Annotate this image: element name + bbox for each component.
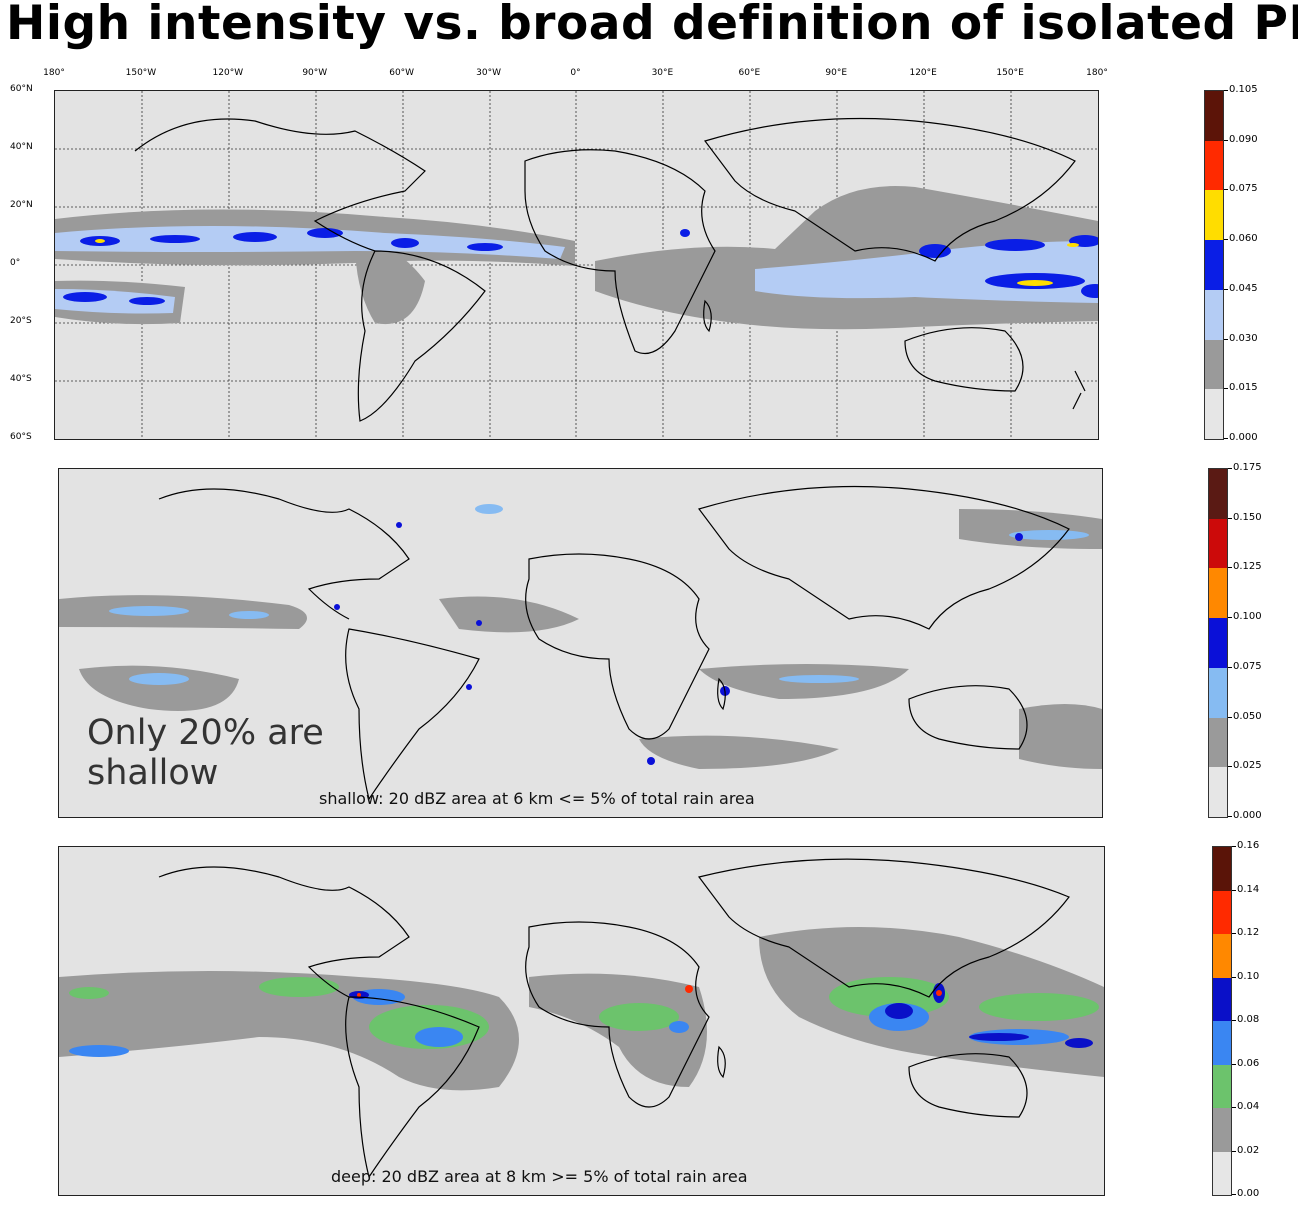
colorbar-segment — [1213, 934, 1231, 978]
colorbar-segment — [1209, 518, 1227, 569]
colorbar-tick-label: 0.075 — [1228, 660, 1262, 672]
longitude-label: 60°E — [738, 68, 761, 78]
colorbar-segment — [1213, 1108, 1231, 1152]
colorbar-tick-label: 0.075 — [1224, 183, 1258, 195]
precip-field-blue — [334, 522, 1023, 765]
colorbar-tick-label: 0.125 — [1228, 561, 1262, 573]
latitude-label: 60°S — [10, 432, 32, 442]
precip-field-blue — [63, 228, 1098, 305]
precip-field-lightblue — [109, 504, 1089, 685]
colorbar-segment — [1209, 618, 1227, 668]
coastlines — [158, 858, 1070, 1179]
latitude-label: 0° — [10, 258, 21, 268]
colorbar-tick-label: 0.030 — [1224, 332, 1258, 344]
colorbar-tick-label: 0.060 — [1224, 233, 1258, 245]
longitude-label: 180° — [43, 68, 65, 78]
colorbar-segment — [1209, 568, 1227, 619]
colorbar-segment — [1213, 1021, 1231, 1065]
colorbar-segment — [1205, 240, 1223, 290]
longitude-label: 180° — [1086, 68, 1108, 78]
shallow-caption: shallow: 20 dBZ area at 6 km <= 5% of to… — [319, 789, 755, 808]
longitude-label: 30°W — [476, 68, 502, 78]
latitude-label: 40°S — [10, 374, 32, 384]
colorbar-segment — [1205, 339, 1223, 390]
colorbar-segment — [1205, 289, 1223, 340]
colorbar-middle: 0.000 0.025 0.050 0.075 0.100 0.125 0.150 0.175 — [1208, 462, 1262, 821]
colorbar-segment — [1205, 91, 1223, 141]
colorbar-tick-label: 0.08 — [1231, 1014, 1260, 1025]
colorbar-segment — [1209, 469, 1227, 519]
colorbar-segment — [1205, 389, 1223, 439]
colorbar-tick-label: 0.14 — [1231, 883, 1260, 895]
longitude-label: 90°W — [302, 68, 328, 78]
latitude-label: 60°N — [10, 84, 33, 94]
colorbar-tick-label: 0.015 — [1224, 382, 1258, 394]
latitude-label: 20°N — [10, 200, 33, 210]
longitude-label: 90°E — [825, 68, 848, 78]
colorbar-tick-label: 0.175 — [1228, 462, 1262, 473]
longitude-label: 150°E — [996, 68, 1024, 78]
colorbar-segment — [1213, 890, 1231, 934]
colorbar-segment — [1213, 977, 1231, 1021]
coastlines — [134, 117, 1086, 422]
longitude-label: 120°E — [909, 68, 937, 78]
colorbar-tick-label: 0.10 — [1231, 970, 1260, 982]
precip-field-gray — [59, 927, 1104, 1091]
precip-field-red — [357, 985, 942, 997]
latitude-label: 20°S — [10, 316, 32, 326]
shallow-note-line2: shallow — [87, 753, 219, 793]
colorbar-segment — [1205, 190, 1223, 241]
longitude-label: 30°E — [651, 68, 674, 78]
colorbar-tick-label: 0.100 — [1228, 611, 1262, 623]
precip-field-blue — [69, 989, 1069, 1057]
coastlines — [158, 485, 1070, 801]
colorbar-tick-label: 0.000 — [1228, 810, 1262, 821]
deep-caption: deep: 20 dBZ area at 8 km >= 5% of total… — [331, 1167, 748, 1186]
colorbar-tick-label: 0.06 — [1231, 1057, 1260, 1069]
map-shallow: Only 20% are shallow shallow: 20 dBZ are… — [58, 468, 1103, 818]
colorbar-segment — [1209, 767, 1227, 817]
colorbar-tick-label: 0.02 — [1231, 1144, 1260, 1156]
longitude-label: 150°W — [125, 68, 157, 78]
colorbar-tick-label: 0.105 — [1224, 84, 1258, 95]
colorbar-tick-label: 0.00 — [1231, 1188, 1260, 1199]
map-deep: deep: 20 dBZ area at 8 km >= 5% of total… — [58, 846, 1105, 1196]
colorbar-tick-label: 0.16 — [1231, 840, 1260, 851]
colorbar-segment — [1213, 847, 1231, 891]
longitude-label: 0° — [570, 68, 581, 78]
map-high-intensity — [54, 90, 1099, 440]
longitude-label: 120°W — [212, 68, 244, 78]
page-title: High intensity vs. broad definition of i… — [6, 0, 1298, 51]
colorbar-segment — [1205, 140, 1223, 191]
shallow-note: Only 20% are shallow — [87, 713, 324, 793]
colorbar-tick-label: 0.050 — [1228, 710, 1262, 722]
colorbar-bottom: 0.00 0.02 0.04 0.06 0.08 0.10 0.12 0.14 0.16 — [1212, 840, 1259, 1199]
colorbar-segment — [1213, 1064, 1231, 1108]
colorbar-tick-label: 0.12 — [1231, 927, 1260, 938]
longitude-label: 60°W — [389, 68, 415, 78]
colorbar-tick-label: 0.04 — [1231, 1101, 1260, 1112]
shallow-note-line1: Only 20% are — [87, 713, 324, 753]
precip-field-yellow — [95, 239, 1079, 286]
colorbar-top: 0.000 0.015 0.030 0.045 0.060 0.075 0.090 0.105 — [1204, 84, 1258, 443]
colorbar-tick-label: 0.025 — [1228, 760, 1262, 772]
colorbar-tick-label: 0.090 — [1224, 133, 1258, 145]
colorbar-tick-label: 0.150 — [1228, 511, 1262, 523]
colorbar-tick-label: 0.045 — [1224, 282, 1258, 294]
colorbar-tick-label: 0.000 — [1224, 432, 1258, 443]
colorbar-segment — [1209, 717, 1227, 768]
colorbar-segment — [1213, 1151, 1231, 1195]
colorbar-segment — [1209, 667, 1227, 718]
latitude-label: 40°N — [10, 142, 33, 152]
